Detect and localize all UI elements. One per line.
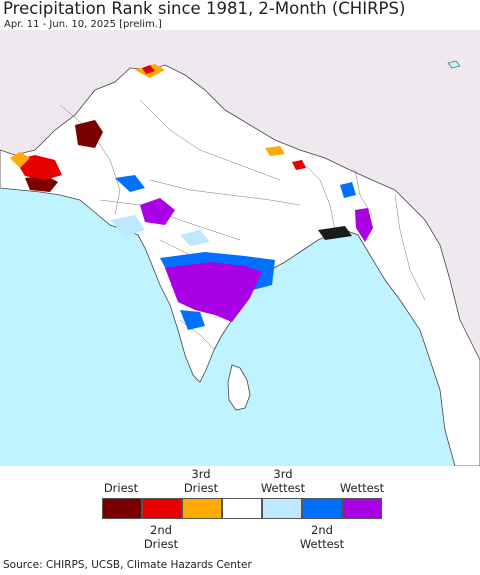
outside-region-north [0, 30, 480, 360]
legend-swatch-2nd-wettest [302, 498, 342, 519]
patch-driest-sundarbans [318, 226, 352, 240]
legend-label-3rd-driest: 3rd Driest [161, 467, 241, 495]
patch-2nd-driest-north [142, 65, 155, 74]
patch-2nd-driest-nepal [292, 160, 306, 170]
patch-2nd-wettest-bangladesh [340, 182, 356, 198]
patch-driest-sw [25, 175, 58, 192]
legend-swatch-normal [222, 498, 262, 519]
map-canvas [0, 30, 480, 466]
patch-3rd-wettest-gujarat [110, 215, 145, 237]
patch-3rd-driest-nepal [265, 146, 285, 156]
legend-label-driest: Driest [103, 481, 139, 495]
legend-label-2nd-wettest: 2nd Wettest [282, 523, 362, 551]
legend-swatch-3rd-wettest [262, 498, 302, 519]
legend-label-3rd-wettest-line1: 3rd [273, 467, 293, 481]
patch-wettest-gujarat [140, 198, 175, 225]
legend-label-2nd-driest: 2nd Driest [121, 523, 201, 551]
internal-borders [59, 99, 426, 351]
patch-wettest-deccan [165, 262, 262, 322]
water-body-tibet [447, 60, 461, 69]
legend-swatch-3rd-driest [182, 498, 222, 519]
patch-wettest-bangladesh [355, 208, 373, 242]
legend-swatch-2nd-driest [142, 498, 182, 519]
rank-patches [10, 64, 373, 330]
legend-label-2nd-driest-line1: 2nd [150, 523, 172, 537]
precipitation-rank-map [0, 30, 480, 466]
patch-2nd-wettest-rajasthan [115, 175, 145, 192]
patch-2nd-wettest-south [180, 310, 205, 330]
legend-label-3rd-wettest: 3rd Wettest [243, 467, 323, 495]
legend-swatch-wettest [342, 498, 382, 519]
legend-label-3rd-driest-line2: Driest [183, 481, 219, 495]
source-credit: Source: CHIRPS, UCSB, Climate Hazards Ce… [3, 559, 252, 571]
patch-3rd-driest-sw [10, 152, 30, 168]
patch-driest-pakistan [75, 120, 103, 148]
legend-swatch-driest [102, 498, 142, 519]
map-title: Precipitation Rank since 1981, 2-Month (… [3, 0, 406, 18]
legend-label-2nd-wettest-line2: Wettest [299, 537, 345, 551]
legend-label-3rd-wettest-line2: Wettest [260, 481, 306, 495]
legend-label-3rd-driest-line1: 3rd [191, 467, 211, 481]
land-sri-lanka [227, 364, 251, 411]
patch-3rd-wettest-central [180, 230, 210, 246]
legend-label-2nd-driest-line2: Driest [143, 537, 179, 551]
legend-label-wettest: Wettest [339, 481, 385, 495]
map-subtitle: Apr. 11 - Jun. 10, 2025 [prelim.] [4, 19, 162, 30]
legend-label-2nd-wettest-line1: 2nd [311, 523, 333, 537]
